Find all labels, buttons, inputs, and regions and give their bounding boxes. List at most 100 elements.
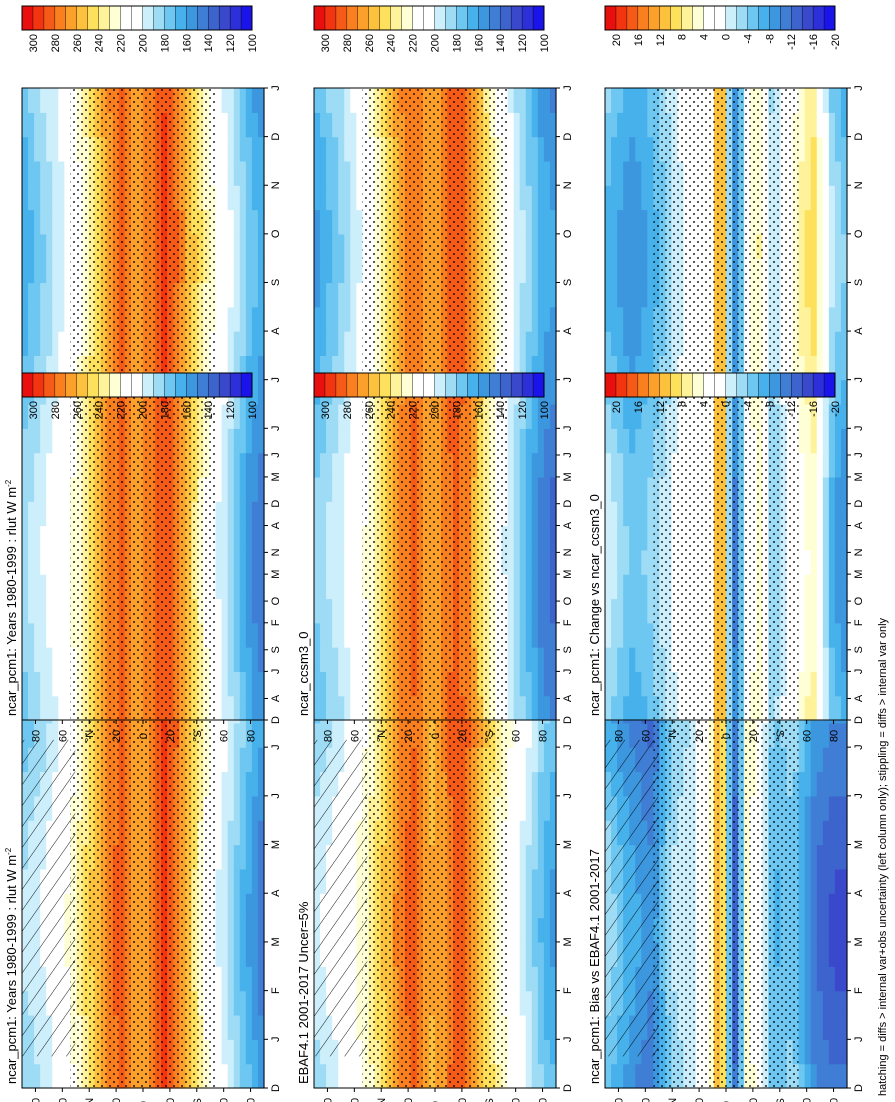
heatmap-cell (233, 990, 241, 1016)
heatmap-cell (513, 306, 521, 332)
heatmap-cell (519, 990, 527, 1016)
heatmap-cell (34, 306, 41, 332)
heatmap-cell (356, 185, 363, 211)
heatmap-cell (221, 1039, 229, 1065)
heatmap-cell (314, 1063, 321, 1089)
heatmap-cell (28, 112, 35, 138)
heatmap-cell (40, 598, 47, 624)
heatmap-cell (810, 990, 818, 1016)
heatmap-cell (513, 476, 521, 502)
heatmap-cell (537, 476, 545, 502)
heatmap-cell (58, 185, 65, 211)
heatmap-cell (513, 136, 521, 162)
heatmap-cell (22, 695, 29, 721)
heatmap-cell (338, 1063, 345, 1089)
heatmap-cell (507, 990, 515, 1016)
heatmap-cell (245, 209, 253, 235)
heatmap-cell (58, 160, 65, 186)
heatmap-cell (525, 452, 533, 478)
heatmap-cell (215, 525, 223, 551)
heatmap-cell (519, 258, 527, 284)
heatmap-cell (245, 917, 253, 943)
heatmap-cell (257, 941, 265, 967)
heatmap-cell (798, 893, 806, 919)
heatmap-cell (52, 452, 59, 478)
heatmap-cell (251, 258, 259, 284)
heatmap-cell (525, 331, 533, 356)
heatmap-cell (834, 1014, 842, 1040)
heatmap-cell (513, 331, 521, 356)
heatmap-cell (519, 476, 527, 502)
heatmap-cell (834, 966, 842, 992)
heatmap-cell (221, 941, 229, 967)
heatmap-cell (215, 966, 223, 992)
heatmap-cell (629, 1063, 636, 1089)
heatmap-cell (233, 1063, 241, 1089)
heatmap-cell (332, 88, 339, 113)
heatmap-cell (320, 185, 327, 211)
heatmap-cell (804, 990, 812, 1016)
heatmap-cell (58, 501, 65, 527)
heatmap-cell (507, 622, 515, 648)
heatmap-cell (647, 1063, 654, 1089)
heatmap-cell (543, 452, 551, 478)
heatmap-cell (350, 428, 357, 454)
heatmap-cell (314, 622, 321, 648)
heatmap-cell (34, 258, 41, 284)
heatmap-cell (239, 647, 247, 672)
heatmap-cell (221, 185, 229, 211)
heatmap-cell (58, 598, 65, 624)
heatmap-cell (233, 355, 241, 381)
heatmap-cell (314, 501, 321, 527)
heatmap-cell (537, 671, 545, 697)
heatmap-cell (549, 844, 557, 870)
heatmap-cell (543, 598, 551, 624)
heatmap-cell (531, 990, 539, 1016)
heatmap-cell (507, 209, 515, 235)
month-tick-label: A (270, 521, 282, 529)
heatmap-cell (215, 747, 223, 773)
heatmap-cell (239, 966, 247, 992)
month-tick-label: J (562, 669, 574, 675)
heatmap-cell (64, 233, 71, 259)
heatmap-cell (507, 917, 515, 943)
heatmap-cell (543, 379, 551, 405)
heatmap-cell (64, 598, 71, 624)
heatmap-cell (537, 820, 545, 846)
heatmap-cell (28, 622, 35, 648)
heatmap-cell (543, 695, 551, 721)
heatmap-cell (245, 88, 253, 113)
heatmap-cell (344, 647, 351, 672)
heatmap-cell (810, 1014, 818, 1040)
month-tick-label: D (562, 1084, 574, 1092)
heatmap-cell (52, 574, 59, 600)
heatmap-cell (314, 428, 321, 454)
heatmap-cell (326, 112, 333, 138)
heatmap-cell (356, 501, 363, 527)
heatmap-cell (543, 893, 551, 919)
heatmap-cell (519, 306, 527, 332)
heatmap-cell (64, 574, 71, 600)
lat-tick-label: 80 (246, 730, 258, 742)
heatmap-cell (221, 844, 229, 870)
heatmap-cell (798, 1014, 806, 1040)
heatmap-cell (537, 185, 545, 211)
heatmap-cell (525, 160, 533, 186)
heatmap-cell (537, 722, 545, 748)
heatmap-cell (525, 771, 533, 797)
heatmap-cell (28, 233, 35, 259)
heatmap-cell (320, 233, 327, 259)
heatmap-cell (531, 844, 539, 870)
heatmap-cell (804, 893, 812, 919)
heatmap-cell (215, 306, 223, 332)
heatmap-cell (257, 747, 265, 773)
heatmap-cell (816, 868, 824, 894)
heatmap-cell (519, 671, 527, 697)
heatmap-cell (834, 820, 842, 846)
heatmap-cell (239, 88, 247, 113)
heatmap-cell (519, 844, 527, 870)
heatmap-cell (537, 1063, 545, 1089)
heatmap-cell (251, 282, 259, 308)
heatmap-cell (519, 598, 527, 624)
heatmap-cell (233, 893, 241, 919)
